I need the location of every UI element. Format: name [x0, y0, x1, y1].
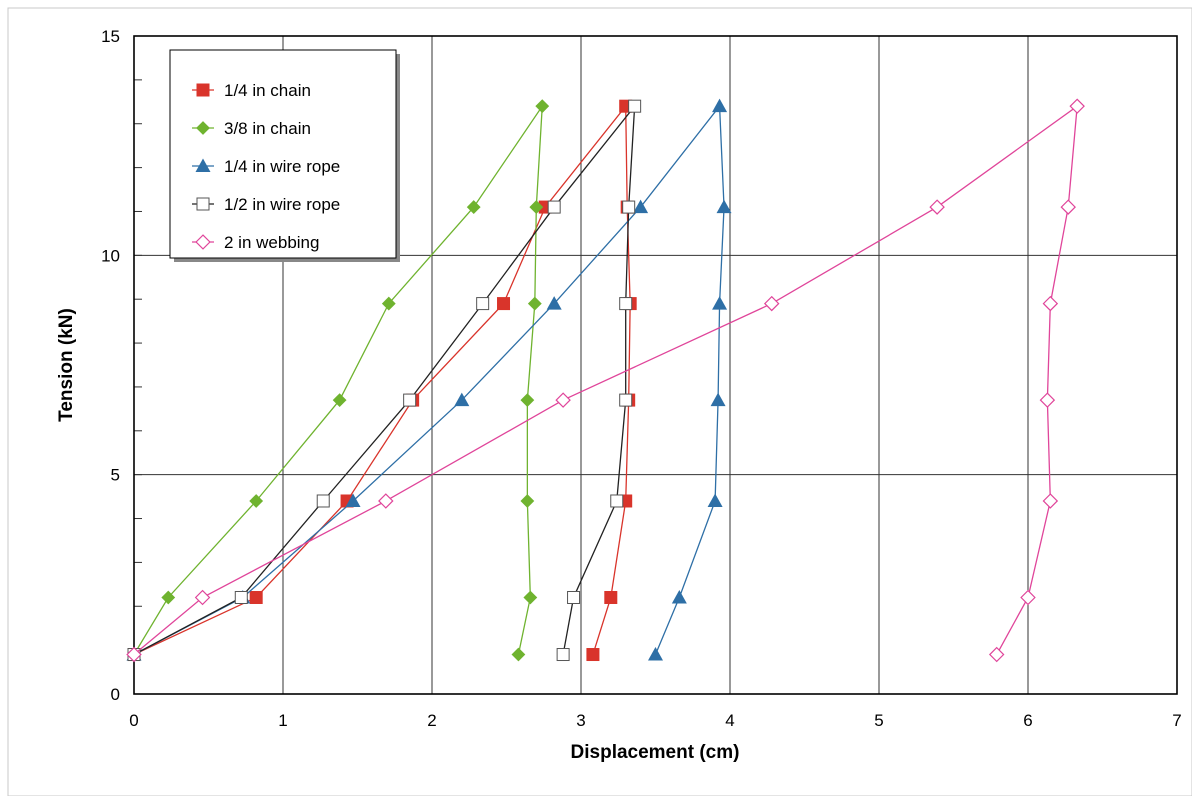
- data-point: [648, 647, 663, 661]
- data-point: [378, 493, 394, 509]
- data-point: [546, 296, 562, 310]
- legend-item: 1/4 in chain: [192, 81, 311, 100]
- series-3-8-in-chain: [127, 99, 550, 662]
- data-point: [332, 393, 347, 407]
- data-point: [604, 590, 618, 604]
- data-point: [707, 493, 723, 507]
- y-axis-label: Tension (kN): [56, 308, 77, 422]
- series-2-in-webbing: [126, 98, 1085, 663]
- data-point: [523, 590, 538, 605]
- x-tick-label: 7: [1172, 711, 1181, 730]
- legend-label: 3/8 in chain: [224, 119, 311, 138]
- legend-label: 1/2 in wire rope: [224, 195, 340, 214]
- legend-label: 1/4 in wire rope: [224, 157, 340, 176]
- x-tick-label: 5: [874, 711, 883, 730]
- x-tick-label: 4: [725, 711, 734, 730]
- data-point: [929, 199, 945, 215]
- legend-item: 3/8 in chain: [192, 119, 311, 138]
- data-point: [345, 493, 361, 507]
- data-point: [466, 200, 481, 214]
- y-tick-label: 5: [111, 466, 120, 485]
- data-point: [619, 297, 633, 311]
- data-point: [527, 296, 542, 311]
- data-point: [567, 590, 581, 604]
- data-point: [1020, 589, 1036, 606]
- data-point: [1069, 98, 1085, 114]
- legend-label: 1/4 in chain: [224, 81, 311, 100]
- legend-marker: [195, 234, 211, 250]
- data-point: [716, 199, 732, 214]
- data-point: [535, 99, 550, 114]
- data-point: [497, 297, 511, 311]
- data-point: [633, 199, 649, 214]
- data-point: [622, 200, 636, 214]
- data-point: [610, 494, 624, 508]
- data-point: [194, 589, 211, 606]
- x-axis-label: Displacement (cm): [571, 742, 740, 763]
- data-point: [763, 295, 780, 312]
- y-tick-labels: 0 5 10 15: [101, 27, 120, 704]
- data-point: [529, 200, 544, 214]
- data-point: [454, 392, 470, 407]
- legend-item: 2 in webbing: [192, 233, 319, 252]
- series-layer: [126, 98, 1085, 663]
- y-tick-label: 0: [111, 685, 120, 704]
- data-point: [710, 392, 726, 407]
- series-1-2-in-wire-rope: [127, 99, 642, 662]
- x-tick-labels: 0 1 2 3 4 5 6 7: [129, 711, 1181, 730]
- data-point: [520, 494, 535, 508]
- data-point: [628, 99, 642, 113]
- data-point: [249, 494, 264, 508]
- data-point: [712, 98, 728, 113]
- data-point: [619, 393, 633, 407]
- y-tick-label: 10: [101, 246, 120, 265]
- legend-marker: [195, 158, 211, 172]
- legend-marker: [196, 121, 210, 135]
- x-tick-label: 6: [1023, 711, 1032, 730]
- data-point: [1042, 295, 1059, 312]
- legend-marker: [196, 197, 210, 211]
- x-tick-label: 0: [129, 711, 138, 730]
- data-point: [555, 392, 571, 408]
- data-point: [556, 648, 570, 662]
- data-point: [316, 494, 330, 508]
- legend-label: 2 in webbing: [224, 233, 319, 252]
- data-point: [249, 590, 263, 604]
- y-tick-label: 15: [101, 27, 120, 46]
- x-tick-label: 2: [427, 711, 436, 730]
- legend-marker: [196, 83, 210, 97]
- data-point: [381, 296, 396, 311]
- legend: 1/4 in chain 3/8 in chain 1/4 in wire rope…: [169, 49, 400, 262]
- data-point: [1039, 392, 1056, 408]
- data-point: [712, 296, 728, 310]
- data-point: [547, 200, 561, 214]
- data-point: [126, 646, 142, 663]
- legend-item: 1/2 in wire rope: [192, 195, 340, 214]
- data-point: [476, 297, 490, 311]
- data-point: [520, 393, 535, 407]
- data-point: [1042, 493, 1059, 509]
- data-point: [161, 590, 176, 605]
- plot-frame: [133, 35, 1178, 695]
- data-point: [234, 590, 248, 604]
- data-point: [586, 648, 600, 662]
- data-point: [671, 589, 687, 604]
- legend-item: 1/4 in wire rope: [192, 157, 340, 176]
- data-point: [403, 393, 417, 407]
- x-tick-label: 1: [278, 711, 287, 730]
- data-point: [1060, 199, 1076, 215]
- data-point: [988, 646, 1005, 663]
- x-tick-label: 3: [576, 711, 585, 730]
- data-point: [511, 647, 526, 662]
